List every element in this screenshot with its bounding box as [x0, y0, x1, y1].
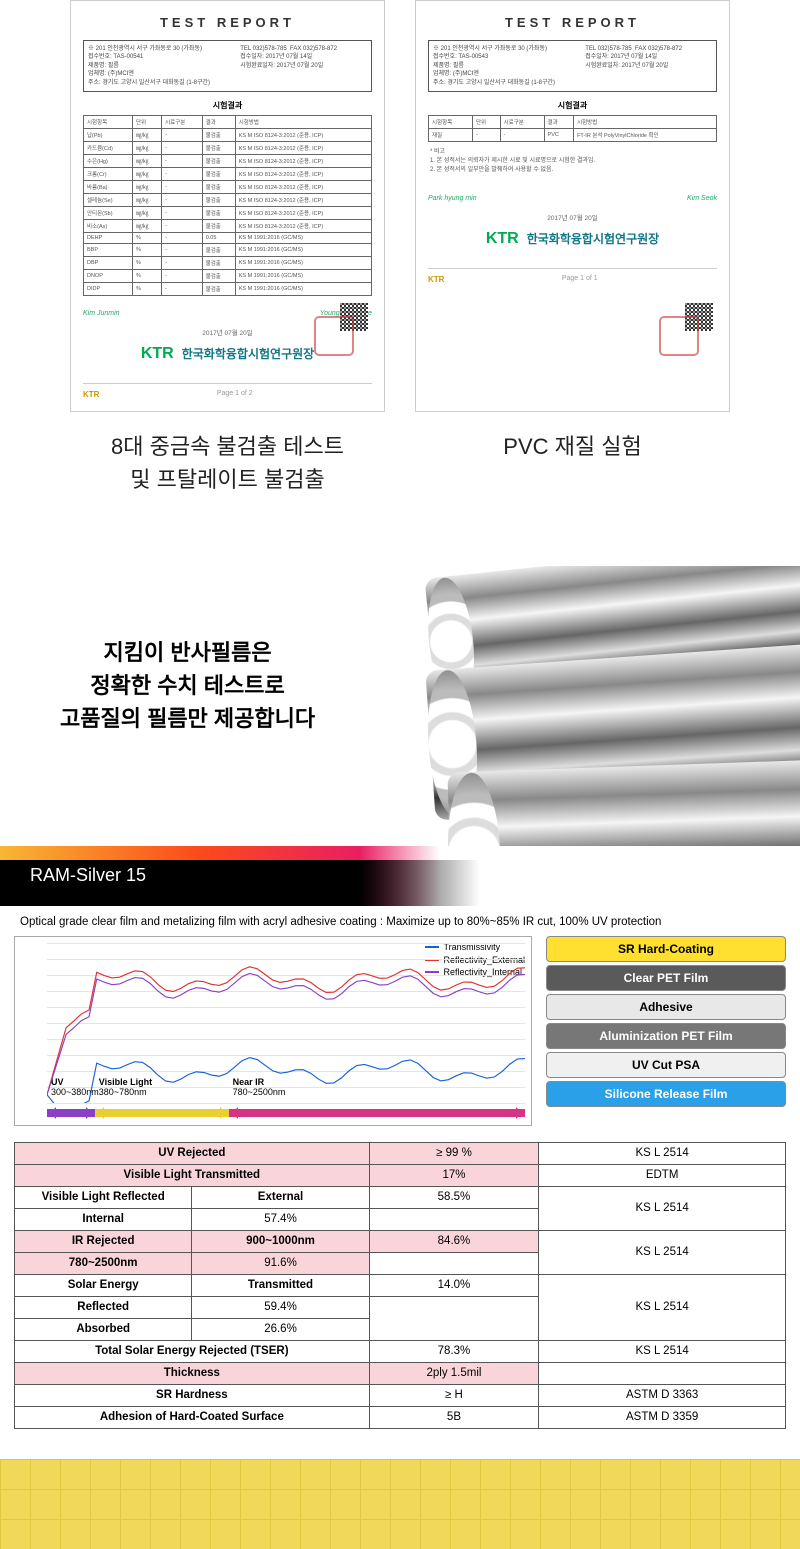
- ktr-text: 한국화학융합시험연구원장: [527, 230, 659, 247]
- chart-layers-row: TransmissivityReflectivity_ExternalRefle…: [0, 936, 800, 1136]
- report-signatures: Park hyung minKim Seok: [428, 195, 717, 202]
- ktr-logo: KTR: [486, 230, 519, 248]
- product-banner: RAM-Silver 15: [0, 846, 800, 906]
- report-header: ※ 201 인천광역시 서구 가좌동로 30 (가좌동)TEL 032)578-…: [83, 40, 372, 92]
- test-reports-row: TEST REPORT ※ 201 인천광역시 서구 가좌동로 30 (가좌동)…: [0, 0, 800, 412]
- spectral-chart: TransmissivityReflectivity_ExternalRefle…: [14, 936, 532, 1126]
- product-description: Optical grade clear film and metalizing …: [0, 906, 800, 936]
- grid-strip-decor: [0, 1459, 800, 1549]
- caption-right: PVC 재질 실험: [415, 430, 730, 496]
- test-report-left: TEST REPORT ※ 201 인천광역시 서구 가좌동로 30 (가좌동)…: [70, 0, 385, 412]
- product-name: RAM-Silver 15: [30, 865, 146, 886]
- ktr-line: KTR 한국화학융합시험연구원장: [428, 230, 717, 248]
- film-layer: Clear PET Film: [546, 965, 786, 991]
- film-layer: SR Hard-Coating: [546, 936, 786, 962]
- report-header: ※ 201 인천광역시 서구 가좌동로 30 (가좌동)TEL 032)578-…: [428, 40, 717, 92]
- report-results-table: 시험항목단위시료구분결과시험방법납(Pb)㎎/㎏-불검출KS M ISO 812…: [83, 115, 372, 296]
- report-subheading: 시험결과: [83, 100, 372, 111]
- film-layer: UV Cut PSA: [546, 1052, 786, 1078]
- report-subheading: 시험결과: [428, 100, 717, 111]
- caption-left: 8대 중금속 불검출 테스트및 프탈레이트 불검출: [70, 430, 385, 496]
- spec-table: UV Rejected≥ 99 %KS L 2514Visible Light …: [14, 1142, 786, 1429]
- report-date: 2017년 07월 20일: [428, 212, 717, 222]
- hero-text: 지킴이 반사필름은정확한 수치 테스트로고품질의 필름만 제공합니다: [60, 636, 315, 735]
- report-footer: KTRPage 1 of 1: [428, 268, 717, 284]
- ktr-logo: KTR: [141, 345, 174, 363]
- report-footer: KTRPage 1 of 2: [83, 383, 372, 399]
- test-report-right: TEST REPORT ※ 201 인천광역시 서구 가좌동로 30 (가좌동)…: [415, 0, 730, 412]
- film-hero: 지킴이 반사필름은정확한 수치 테스트로고품질의 필름만 제공합니다: [0, 566, 800, 846]
- film-layers: SR Hard-Coating Clear PET Film Adhesive Alu…: [546, 936, 786, 1126]
- report-title: TEST REPORT: [83, 15, 372, 30]
- report-results-table: 시험항목단위시료구분결과시험방법 재질--PVCFT-IR 분석 PolyVin…: [428, 115, 717, 142]
- stamp-icon: [659, 316, 699, 356]
- report-title: TEST REPORT: [428, 15, 717, 30]
- film-layer: Aluminization PET Film: [546, 1023, 786, 1049]
- report-notes: * 비고 1. 본 성적서는 의뢰자가 제시한 시료 및 시료명으로 시험한 결…: [428, 142, 717, 181]
- film-layer: Adhesive: [546, 994, 786, 1020]
- stamp-icon: [314, 316, 354, 356]
- ktr-text: 한국화학융합시험연구원장: [182, 345, 314, 362]
- report-captions: 8대 중금속 불검출 테스트및 프탈레이트 불검출 PVC 재질 실험: [0, 412, 800, 546]
- film-layer: Silicone Release Film: [546, 1081, 786, 1107]
